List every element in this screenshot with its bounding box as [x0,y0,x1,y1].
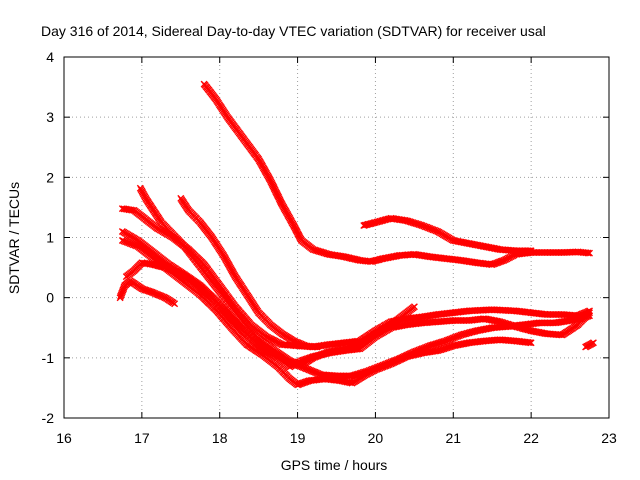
y-tick-label: 2 [46,169,54,185]
data-point [311,343,319,351]
x-tick-label: 20 [368,430,384,446]
series-arc1 [200,80,593,269]
y-tick-label: -1 [42,350,55,366]
y-tick-label: 3 [46,109,54,125]
y-tick-label: 1 [46,230,54,246]
series-arc8 [177,194,321,351]
x-tick-labels: 16 17 18 19 20 21 22 23 [56,430,617,446]
data-point [584,249,592,257]
data-point [527,339,535,347]
x-tick-label: 18 [212,430,228,446]
data-point [586,312,593,320]
data-point [586,249,593,257]
data-point [410,303,418,311]
series-arc7 [136,184,418,369]
x-axis-title: GPS time / hours [281,457,388,473]
series-arc10 [582,339,597,351]
x-tick-label: 19 [290,430,306,446]
data-point [589,339,597,347]
y-tick-labels: -2 -1 0 1 2 3 4 [42,49,55,426]
y-tick-label: -2 [42,410,55,426]
data-point [313,343,321,351]
plot-frame [63,56,610,419]
x-tick-label: 23 [601,430,617,446]
data-series [116,80,597,389]
x-tick-label: 21 [445,430,461,446]
y-tick-label: 0 [46,290,54,306]
y-axis-title: SDTVAR / TECUs [6,182,22,294]
x-tick-label: 16 [56,430,72,446]
data-point [526,339,534,347]
data-point [526,247,534,255]
data-point [527,247,535,255]
grid [64,57,609,418]
x-tick-label: 17 [134,430,150,446]
chart-title: Day 316 of 2014, Sidereal Day-to-day VTE… [41,23,546,39]
series-arc2 [360,214,535,255]
x-tick-label: 22 [523,430,539,446]
y-tick-label: 4 [46,49,54,65]
series-arc9 [116,277,179,308]
series-arc6 [122,259,593,380]
data-point [171,300,179,308]
